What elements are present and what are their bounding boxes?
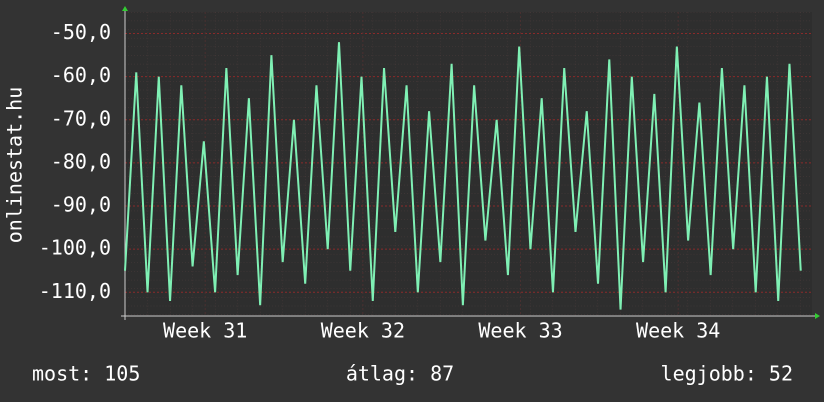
x-tick-label: Week 32: [321, 319, 405, 343]
y-tick-label: -100,0: [39, 236, 111, 260]
minor-grid: [125, 12, 812, 316]
footer-current: most: 105: [32, 362, 140, 386]
y-axis-arrow: [122, 6, 128, 11]
footer-average: átlag: 87: [346, 362, 454, 386]
x-axis-arrow: [815, 313, 820, 319]
y-tick-label: -80,0: [51, 149, 111, 173]
y-tick-label: -60,0: [51, 63, 111, 87]
data-line: [124, 42, 802, 310]
y-tick-label: -50,0: [51, 20, 111, 44]
y-tick-label: -90,0: [51, 193, 111, 217]
footer-best: legjobb: 52: [661, 362, 793, 386]
y-axis-label: onlinestat.hu: [3, 87, 27, 244]
y-tick-label: -70,0: [51, 106, 111, 130]
x-tick-label: Week 34: [636, 319, 720, 343]
x-tick-label: Week 33: [478, 319, 562, 343]
y-tick-label: -110,0: [39, 279, 111, 303]
x-tick-label: Week 31: [163, 319, 247, 343]
